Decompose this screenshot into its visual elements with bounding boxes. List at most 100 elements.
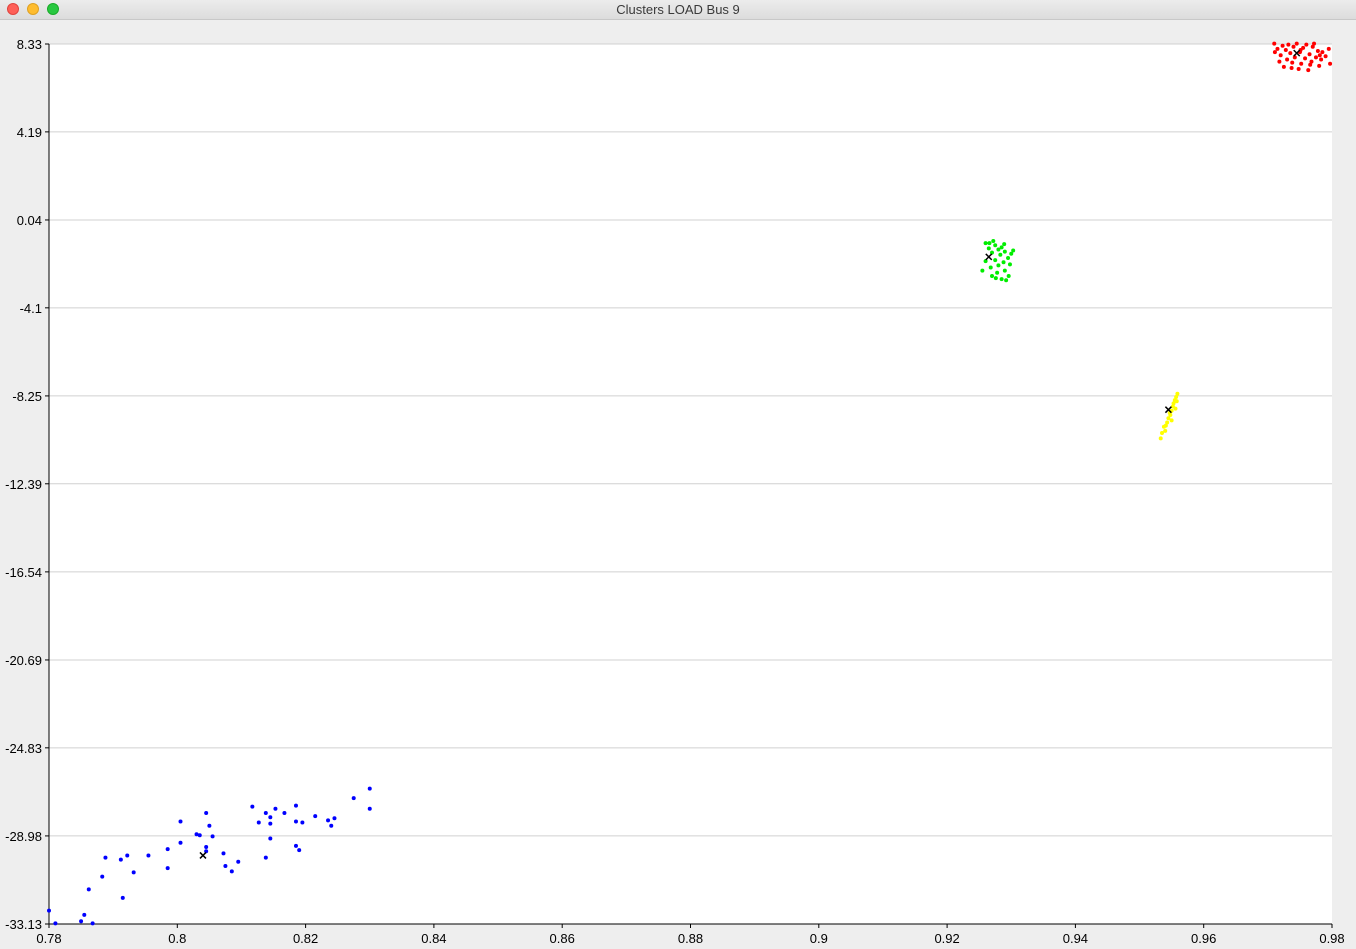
- data-point: [351, 796, 356, 801]
- data-point: [1312, 41, 1317, 46]
- data-point: [1004, 278, 1009, 283]
- data-point: [993, 243, 998, 248]
- data-point: [118, 857, 123, 862]
- data-point: [1006, 255, 1011, 260]
- data-point: [1313, 55, 1318, 60]
- data-point: [1160, 431, 1165, 436]
- data-point: [125, 853, 130, 858]
- data-point: [1163, 428, 1168, 433]
- data-point: [204, 810, 209, 815]
- data-point: [103, 855, 108, 860]
- data-point: [1292, 55, 1297, 60]
- data-point: [367, 786, 372, 791]
- data-point: [983, 241, 988, 246]
- data-point: [995, 270, 1000, 275]
- data-point: [1294, 41, 1299, 46]
- maximize-window-button[interactable]: [47, 3, 59, 15]
- data-point: [980, 268, 985, 273]
- y-tick-label: -4.1: [20, 301, 42, 316]
- data-point: [988, 265, 993, 270]
- data-point: [53, 921, 58, 926]
- data-point: [250, 804, 255, 809]
- y-tick-label: -33.13: [5, 917, 42, 932]
- data-point: [1304, 42, 1309, 47]
- data-point: [100, 874, 105, 879]
- data-point: [293, 819, 298, 824]
- data-point: [367, 806, 372, 811]
- centroid-stroke: [985, 253, 993, 261]
- data-point: [1283, 47, 1288, 52]
- y-tick-label: -24.83: [5, 741, 42, 756]
- data-point: [178, 840, 183, 845]
- y-tick-label: -8.25: [12, 389, 42, 404]
- data-point: [999, 277, 1004, 282]
- data-point: [165, 847, 170, 852]
- data-point: [986, 246, 991, 251]
- data-point: [131, 870, 136, 875]
- data-point: [1002, 242, 1007, 247]
- x-tick-label: 0.78: [36, 931, 61, 946]
- data-point: [1296, 67, 1301, 72]
- data-point: [1323, 54, 1328, 59]
- centroid-stroke: [1293, 49, 1301, 57]
- x-tick-label: 0.84: [421, 931, 446, 946]
- x-tick-label: 0.94: [1063, 931, 1088, 946]
- data-point: [1317, 63, 1322, 68]
- y-tick-label: -28.98: [5, 829, 42, 844]
- x-tick-label: 0.96: [1191, 931, 1216, 946]
- x-tick-label: 0.82: [293, 931, 318, 946]
- data-point: [1315, 49, 1320, 54]
- scatter-chart: 8.33 4.19 0.04 -4.1 -8.25 -12.39 -16.54 -20.69 -…: [5, 37, 1345, 946]
- data-point: [329, 823, 334, 828]
- minimize-window-button[interactable]: [27, 3, 39, 15]
- data-point: [256, 820, 261, 825]
- data-point: [204, 844, 209, 849]
- data-point: [1002, 268, 1007, 273]
- data-point: [1306, 68, 1311, 73]
- axes: 8.33 4.19 0.04 -4.1 -8.25 -12.39 -16.54 -20.69 -…: [5, 37, 1345, 946]
- data-point: [293, 803, 298, 808]
- data-point: [1328, 61, 1333, 66]
- x-tick-label: 0.8: [168, 931, 186, 946]
- x-tick-label: 0.92: [934, 931, 959, 946]
- close-window-button[interactable]: [7, 3, 19, 15]
- data-point: [1165, 420, 1170, 425]
- y-tick-label: -20.69: [5, 653, 42, 668]
- data-point: [332, 816, 337, 821]
- data-point: [1285, 57, 1290, 62]
- data-point: [991, 238, 996, 243]
- x-tick-label: 0.86: [550, 931, 575, 946]
- data-point: [1002, 249, 1007, 254]
- y-tick-label: 8.33: [17, 37, 42, 52]
- data-point: [165, 866, 170, 871]
- centroid-stroke: [1164, 406, 1172, 414]
- data-point: [297, 848, 302, 853]
- data-point: [1158, 436, 1163, 441]
- data-point: [993, 258, 998, 263]
- data-point: [1277, 59, 1282, 64]
- data-point: [1290, 60, 1295, 65]
- data-point: [194, 832, 199, 837]
- data-point: [998, 252, 1003, 257]
- data-point: [1303, 56, 1308, 61]
- data-point: [1272, 50, 1277, 55]
- data-points: [47, 41, 1333, 926]
- data-point: [1319, 57, 1324, 62]
- centroids: [199, 49, 1301, 859]
- data-point: [996, 263, 1001, 268]
- data-point: [1281, 64, 1286, 69]
- data-point: [1006, 273, 1011, 278]
- data-point: [990, 273, 995, 278]
- x-tick-label: 0.9: [810, 931, 828, 946]
- data-point: [1174, 394, 1179, 399]
- data-point: [1309, 59, 1314, 64]
- data-point: [1307, 52, 1312, 57]
- data-point: [1174, 399, 1179, 404]
- data-point: [1289, 65, 1294, 70]
- data-point: [1001, 260, 1006, 265]
- centroid-marker: [1164, 406, 1172, 414]
- data-point: [1317, 53, 1322, 58]
- data-point: [197, 833, 202, 838]
- data-point: [236, 859, 241, 864]
- data-point: [146, 853, 151, 858]
